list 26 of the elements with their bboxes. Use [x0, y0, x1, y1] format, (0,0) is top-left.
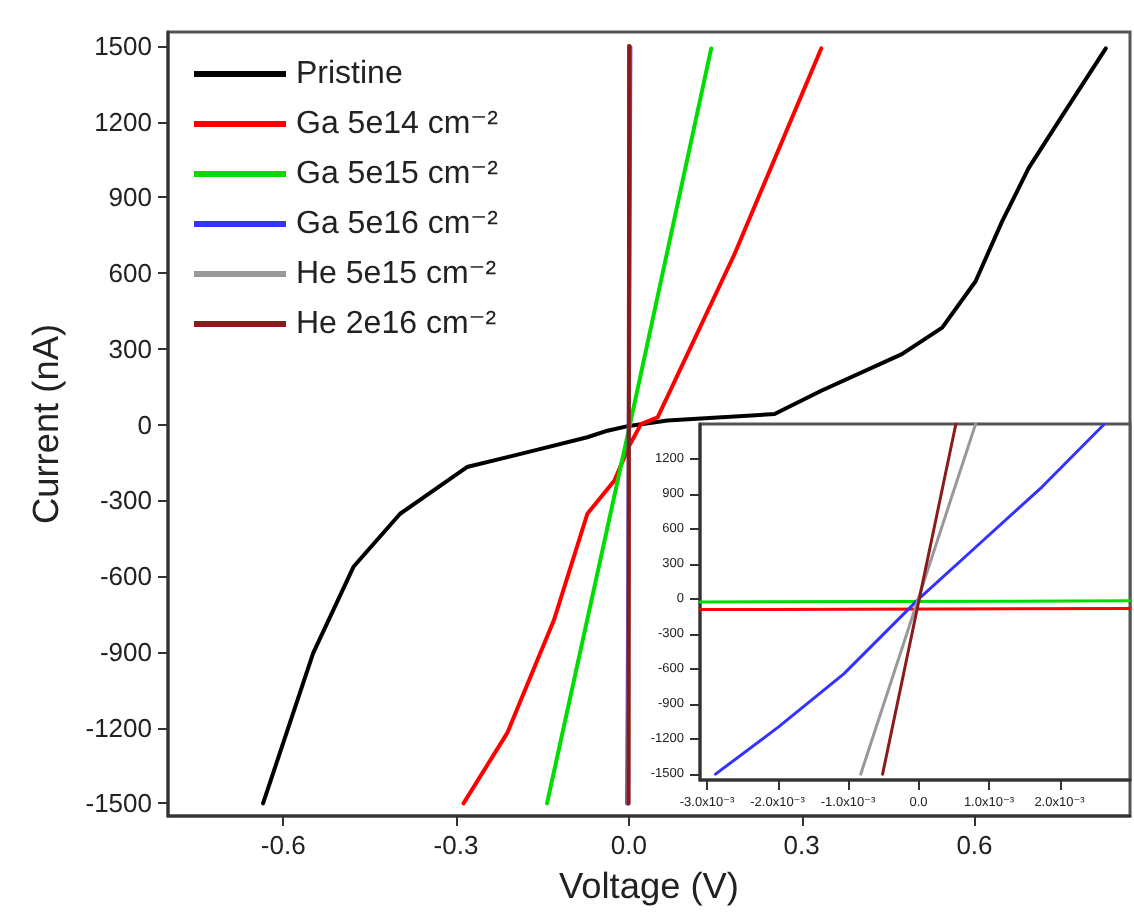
legend-label: Ga 5e14 cm⁻²: [296, 107, 500, 141]
legend-label: He 2e16 cm⁻²: [296, 307, 498, 341]
y-tick-label: 0: [137, 409, 152, 440]
x-tick-label: 0.6: [956, 830, 993, 860]
y-tick-label: -600: [99, 561, 152, 592]
line-series: [714, 422, 1106, 776]
x-axis-title: Voltage (V): [559, 865, 739, 906]
y-tick-label: 600: [108, 258, 152, 289]
x-tick-label: -0.3: [433, 830, 479, 860]
y-tick-label: 1200: [94, 106, 152, 137]
x-tick-label: 0.3: [783, 830, 820, 860]
line-series: [261, 46, 1108, 806]
x-tick-label: 0.0: [610, 830, 647, 860]
y-tick-label: 300: [108, 333, 152, 364]
y-tick-label: -1200: [85, 712, 152, 743]
y-axis-title: Current (nA): [25, 323, 66, 525]
legend-label: Ga 5e15 cm⁻²: [296, 157, 500, 191]
y-tick-label: 900: [108, 182, 152, 213]
y-tick-label: -1500: [85, 788, 152, 819]
y-tick-label: 1500: [94, 30, 152, 61]
y-tick-label: -300: [99, 485, 152, 516]
legend-label: He 5e15 cm⁻²: [296, 257, 498, 291]
y-tick-label: -900: [99, 636, 152, 667]
legend-label: Ga 5e16 cm⁻²: [296, 207, 500, 241]
legend-label: Pristine: [296, 57, 403, 91]
x-tick-label: -0.6: [260, 830, 306, 860]
